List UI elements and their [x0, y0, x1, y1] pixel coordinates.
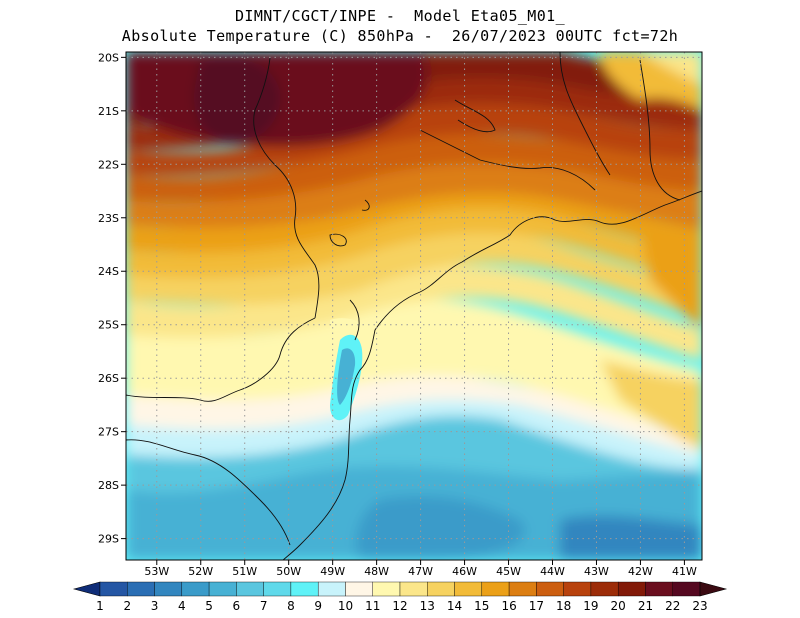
- colorbar: 1 2 3 4 5 6 7 8 9 10 11 12 13 14 15 16 17 18 19 20 21 22 23: [72, 581, 728, 613]
- colorbar-label: 23: [692, 599, 707, 613]
- colorbar-label: 7: [260, 599, 268, 613]
- lat-tick-label: 29S: [98, 533, 119, 546]
- colorbar-swatch: [454, 581, 483, 597]
- colorbar-label: 16: [501, 599, 516, 613]
- colorbar-label: 11: [365, 599, 380, 613]
- colorbar-label: 10: [338, 599, 353, 613]
- colorbar-label: 2: [123, 599, 131, 613]
- colorbar-label: 13: [420, 599, 435, 613]
- lon-tick-label: 50W: [276, 565, 301, 578]
- colorbar-swatch: [617, 581, 646, 597]
- colorbar-label: 18: [556, 599, 571, 613]
- colorbar-label: 3: [151, 599, 159, 613]
- lat-tick-label: 25S: [98, 319, 119, 332]
- colorbar-swatch: [563, 581, 592, 597]
- lon-tick-label: 42W: [628, 565, 653, 578]
- colorbar-swatch: [154, 581, 183, 597]
- lon-tick-label: 46W: [452, 565, 477, 578]
- colorbar-label: 14: [447, 599, 462, 613]
- lat-tick-label: 28S: [98, 479, 119, 492]
- colorbar-swatch: [127, 581, 155, 597]
- colorbar-swatch: [508, 581, 537, 597]
- colorbar-swatch: [645, 581, 673, 597]
- lon-tick-label: 48W: [364, 565, 389, 578]
- colorbar-label: 1: [96, 599, 104, 613]
- colorbar-swatch: [345, 581, 373, 597]
- lon-tick-label: 45W: [496, 565, 521, 578]
- lon-tick-label: 43W: [584, 565, 609, 578]
- colorbar-swatch: [290, 581, 319, 597]
- lat-tick-label: 26S: [98, 372, 119, 385]
- colorbar-swatch: [181, 581, 210, 597]
- temperature-field: [126, 52, 702, 560]
- chart-title-line-2: Absolute Temperature (C) 850hPa - 26/07/…: [121, 27, 679, 45]
- map-frame: [125, 51, 703, 561]
- lon-tick-label: 49W: [320, 565, 345, 578]
- colorbar-label: 4: [178, 599, 186, 613]
- colorbar-label: 21: [638, 599, 653, 613]
- lat-tick-label: 27S: [98, 426, 119, 439]
- colorbar-label: 15: [474, 599, 489, 613]
- colorbar-label: 8: [287, 599, 295, 613]
- colorbar-swatch: [590, 581, 619, 597]
- colorbar-swatch: [317, 581, 346, 597]
- lon-tick-label: 47W: [408, 565, 433, 578]
- lat-tick-label: 20S: [98, 51, 119, 64]
- colorbar-swatch: [481, 581, 510, 597]
- colorbar-left-arrow: [72, 581, 101, 597]
- colorbar-swatch: [263, 581, 292, 597]
- lon-tick-label: 53W: [144, 565, 169, 578]
- colorbar-label: 9: [314, 599, 322, 613]
- colorbar-swatch: [536, 581, 564, 597]
- lat-tick-label: 24S: [98, 265, 119, 278]
- latitude-axis: 20S 21S 22S 23S 24S 25S 26S 27S 28S 29S: [98, 51, 126, 546]
- lon-tick-label: 52W: [188, 565, 213, 578]
- lon-tick-label: 51W: [232, 565, 257, 578]
- lon-tick-label: 44W: [540, 565, 565, 578]
- colorbar-swatch: [399, 581, 428, 597]
- colorbar-right-arrow: [699, 581, 728, 597]
- colorbar-label: 22: [665, 599, 680, 613]
- chart-title-line-1: DIMNT/CGCT/INPE - Model Eta05_M01_: [234, 7, 566, 25]
- lat-tick-label: 23S: [98, 212, 119, 225]
- boundaries: [126, 52, 702, 560]
- lon-tick-label: 41W: [672, 565, 697, 578]
- colorbar-label: 6: [233, 599, 241, 613]
- colorbar-label: 12: [392, 599, 407, 613]
- colorbar-swatch: [427, 581, 455, 597]
- grid: [126, 52, 702, 560]
- lat-tick-label: 22S: [98, 158, 119, 171]
- colorbar-label: 17: [529, 599, 544, 613]
- colorbar-swatch: [236, 581, 264, 597]
- colorbar-swatch: [672, 581, 701, 597]
- lat-tick-label: 21S: [98, 105, 119, 118]
- longitude-axis: 53W 52W 51W 50W 49W 48W 47W 46W 45W 44W 43W 42W 41W: [144, 560, 697, 578]
- colorbar-label: 20: [611, 599, 626, 613]
- colorbar-label: 5: [205, 599, 213, 613]
- colorbar-swatch: [208, 581, 237, 597]
- colorbar-label: 19: [583, 599, 598, 613]
- colorbar-swatch: [99, 581, 128, 597]
- colorbar-swatch: [372, 581, 401, 597]
